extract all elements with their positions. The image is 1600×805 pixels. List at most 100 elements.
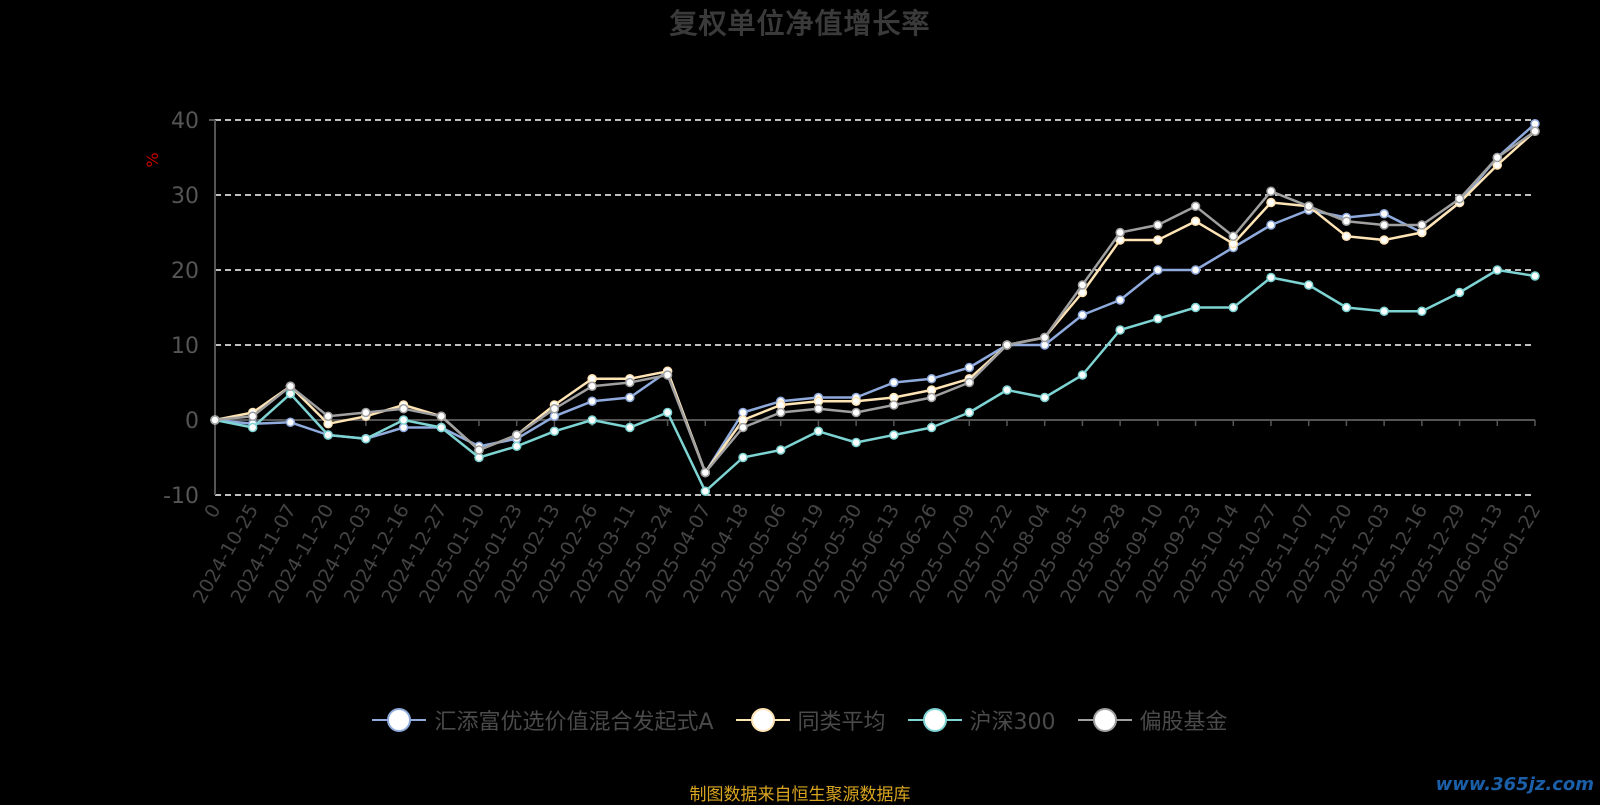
- data-point: [1266, 197, 1276, 208]
- data-point: [851, 407, 861, 418]
- y-axis-label: %: [143, 152, 162, 167]
- data-point: [210, 415, 220, 425]
- data-point: [1153, 265, 1163, 275]
- data-point: [398, 415, 409, 425]
- data-point: [398, 404, 409, 414]
- legend-label: 汇添富优选价值混合发起式A: [434, 710, 714, 735]
- data-point: [1039, 392, 1050, 403]
- series-2: [210, 265, 1540, 496]
- y-tick-label: 0: [185, 409, 199, 434]
- y-tick-label: 10: [171, 334, 199, 359]
- data-point: [1341, 302, 1352, 313]
- legend-label: 同类平均: [797, 710, 886, 735]
- data-point: [889, 377, 899, 388]
- data-point: [549, 404, 560, 414]
- data-point: [285, 381, 296, 391]
- data-point: [1077, 280, 1088, 290]
- data-point: [1379, 209, 1389, 219]
- data-point: [889, 400, 899, 410]
- data-point: [361, 407, 371, 418]
- data-point: [1153, 235, 1163, 245]
- series-line: [214, 130, 1536, 474]
- data-point: [926, 422, 937, 433]
- data-point: [1530, 126, 1540, 136]
- data-point: [587, 415, 597, 425]
- chart-title: 复权单位净值增长率: [669, 7, 931, 40]
- legend-item-csi300[interactable]: 沪深300: [907, 704, 1056, 736]
- data-point: [511, 441, 522, 451]
- legend-dot-icon: [750, 708, 775, 732]
- source-note: 制图数据来自恒生聚源数据库: [689, 785, 911, 805]
- data-point: [1341, 231, 1352, 241]
- data-point: [1379, 306, 1389, 316]
- data-point: [474, 445, 484, 455]
- data-point: [625, 377, 635, 388]
- data-point: [1266, 186, 1276, 196]
- legend-label: 沪深300: [969, 710, 1056, 735]
- data-point: [964, 377, 975, 388]
- data-point: [1379, 235, 1389, 245]
- legend-marker-icon: [372, 707, 427, 733]
- legend-item-peer-average[interactable]: 同类平均: [735, 704, 886, 736]
- legend: 汇添富优选价值混合发起式A 同类平均 沪深300 偏股基金: [0, 704, 1600, 736]
- data-point: [1190, 216, 1201, 226]
- grid-lines: [215, 119, 1535, 496]
- data-point: [889, 430, 899, 440]
- data-point: [1303, 280, 1314, 290]
- data-point: [851, 437, 861, 448]
- data-point: [1228, 231, 1239, 241]
- data-point: [738, 422, 748, 433]
- legend-marker-icon: [1077, 707, 1132, 733]
- x-tick-labels: 02024-10-252024-11-072024-11-202024-12-0…: [189, 501, 1546, 608]
- data-point: [926, 374, 937, 384]
- data-point: [1454, 287, 1465, 298]
- data-point: [549, 426, 560, 436]
- data-point: [662, 407, 673, 418]
- series-1: [210, 126, 1540, 478]
- data-point: [1115, 325, 1125, 335]
- data-point: [436, 422, 447, 433]
- series-line: [214, 268, 1536, 493]
- data-point: [1190, 265, 1201, 275]
- y-tick-label: -10: [163, 484, 199, 509]
- data-point: [813, 404, 824, 414]
- data-point: [247, 411, 258, 421]
- data-point: [1417, 220, 1427, 230]
- legend-item-equity-funds[interactable]: 偏股基金: [1077, 704, 1228, 736]
- data-point: [1454, 194, 1465, 204]
- data-point: [323, 411, 333, 421]
- data-point: [1002, 340, 1012, 350]
- data-point: [1341, 216, 1352, 226]
- data-point: [436, 411, 447, 421]
- series-0: [210, 119, 1540, 478]
- legend-label: 偏股基金: [1139, 710, 1228, 735]
- x-tick-label: 0: [200, 501, 225, 522]
- data-point: [361, 434, 371, 444]
- series-lines: [210, 119, 1540, 496]
- y-tick-labels: -10 0 10 20 30 40: [163, 109, 199, 509]
- data-point: [1190, 302, 1201, 313]
- data-point: [511, 430, 522, 440]
- watermark: www.365jz.com: [1435, 774, 1594, 795]
- series-3: [210, 126, 1540, 478]
- data-point: [1077, 310, 1088, 320]
- data-point: [700, 486, 711, 496]
- y-tick-label: 20: [171, 259, 199, 284]
- data-point: [700, 467, 711, 478]
- data-point: [587, 381, 597, 391]
- legend-item-fund[interactable]: 汇添富优选价值混合发起式A: [372, 704, 714, 736]
- data-point: [662, 370, 673, 380]
- data-point: [1077, 370, 1088, 380]
- data-point: [1153, 314, 1163, 324]
- data-point: [1492, 265, 1503, 275]
- data-point: [851, 396, 861, 406]
- data-point: [1530, 271, 1540, 281]
- data-point: [964, 407, 975, 418]
- data-point: [1002, 385, 1012, 395]
- legend-marker-icon: [735, 707, 790, 733]
- data-point: [323, 430, 333, 440]
- data-point: [1266, 272, 1276, 283]
- data-point: [964, 362, 975, 373]
- data-point: [625, 422, 635, 433]
